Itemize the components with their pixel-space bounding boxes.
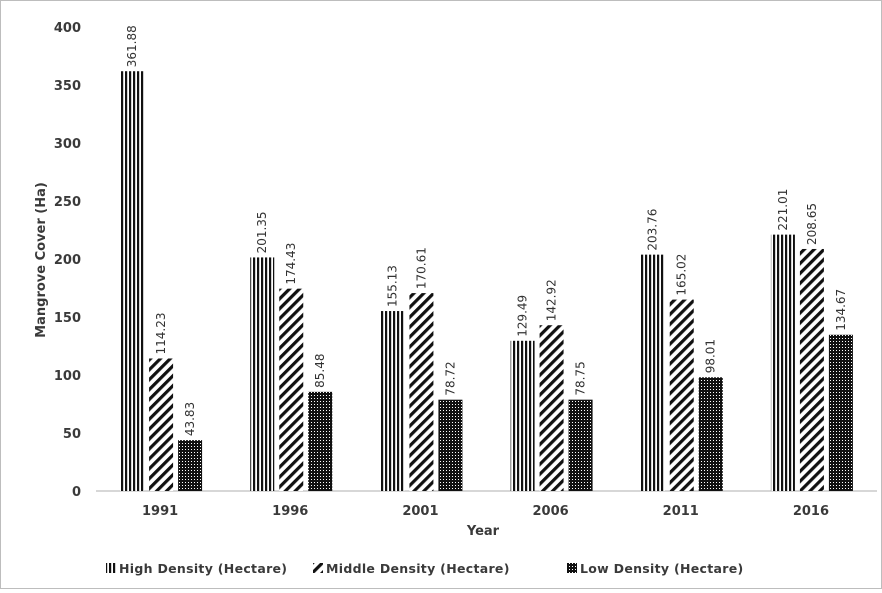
x-tick-label: 1996 xyxy=(272,504,308,519)
bar-vertical-stripes-2006 xyxy=(510,340,535,491)
bar-diagonal-stripes-2011 xyxy=(669,299,694,491)
data-label: 165.02 xyxy=(675,254,689,296)
data-label: 78.72 xyxy=(443,361,457,395)
legend-label: Low Density (Hectare) xyxy=(580,561,744,576)
data-label: 85.48 xyxy=(313,353,327,387)
data-label: 134.67 xyxy=(834,289,848,331)
data-label: 43.83 xyxy=(183,402,197,436)
bar-dots-2011 xyxy=(698,377,723,491)
bar-vertical-stripes-2001 xyxy=(380,311,405,491)
y-tick-label: 350 xyxy=(54,79,81,94)
x-tick-label: 2001 xyxy=(402,504,438,519)
bar-diagonal-stripes-2016 xyxy=(799,248,824,491)
y-tick-label: 400 xyxy=(54,21,81,36)
x-tick-label: 2016 xyxy=(793,504,829,519)
data-label: 142.92 xyxy=(545,279,559,321)
legend-swatch-dots xyxy=(567,563,577,573)
bar-dots-2006 xyxy=(568,399,593,491)
data-label: 174.43 xyxy=(284,243,298,285)
x-tick-label: 1991 xyxy=(142,504,178,519)
bar-dots-1991 xyxy=(178,440,203,491)
legend-swatch-vertical-stripes xyxy=(106,563,116,573)
bar-dots-1996 xyxy=(308,391,333,491)
x-tick-label: 2006 xyxy=(532,504,568,519)
data-label: 155.13 xyxy=(385,265,399,307)
y-tick-label: 100 xyxy=(54,369,81,384)
data-label: 129.49 xyxy=(516,295,530,337)
y-tick-label: 250 xyxy=(54,195,81,210)
y-axis-title: Mangrove Cover (Ha) xyxy=(34,182,49,338)
data-label: 170.61 xyxy=(414,247,428,289)
bar-diagonal-stripes-2001 xyxy=(409,293,434,491)
data-label: 98.01 xyxy=(704,339,718,373)
legend-swatch-diagonal-stripes xyxy=(313,563,323,573)
data-label: 361.88 xyxy=(125,25,139,67)
legend: High Density (Hectare) Middle Density (He… xyxy=(106,561,744,576)
legend-label: Middle Density (Hectare) xyxy=(326,561,510,576)
y-tick-label: 150 xyxy=(54,311,81,326)
y-tick-label: 0 xyxy=(72,485,81,500)
data-label: 201.35 xyxy=(255,211,269,253)
bar-diagonal-stripes-2006 xyxy=(539,325,564,491)
data-label: 114.23 xyxy=(154,312,168,354)
bar-vertical-stripes-2016 xyxy=(770,234,795,491)
bar-vertical-stripes-1991 xyxy=(120,71,145,491)
y-tick-label: 50 xyxy=(63,427,81,442)
x-tick-label: 2011 xyxy=(663,504,699,519)
data-label: 221.01 xyxy=(776,189,790,231)
bar-dots-2001 xyxy=(438,399,463,491)
data-label: 78.75 xyxy=(574,361,588,395)
bar-vertical-stripes-1996 xyxy=(250,257,275,491)
y-tick-label: 300 xyxy=(54,137,81,152)
bar-diagonal-stripes-1991 xyxy=(149,358,174,491)
bar-vertical-stripes-2011 xyxy=(640,254,665,491)
data-label: 203.76 xyxy=(646,209,660,251)
data-label: 208.65 xyxy=(805,203,819,245)
bar-dots-2016 xyxy=(828,334,853,491)
bar-diagonal-stripes-1996 xyxy=(279,288,304,491)
y-tick-label: 200 xyxy=(54,253,81,268)
x-axis-title: Year xyxy=(466,524,500,539)
legend-label: High Density (Hectare) xyxy=(119,561,287,576)
